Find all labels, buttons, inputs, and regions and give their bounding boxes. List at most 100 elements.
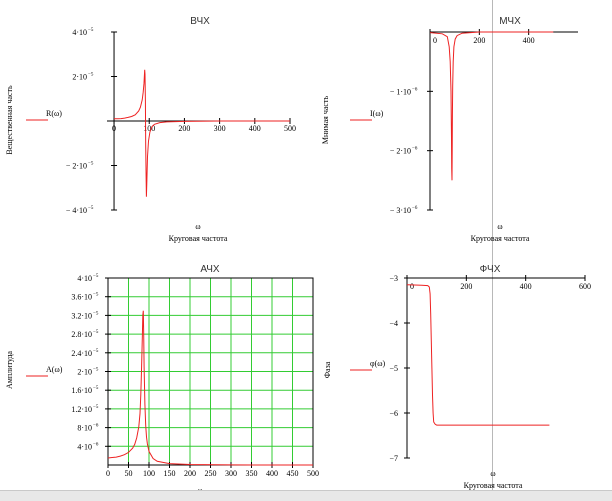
y-tick-exponent: −5 xyxy=(88,28,94,33)
y-tick-exponent: −5 xyxy=(93,349,99,354)
x-tick-label: 400 xyxy=(523,36,535,45)
y-axis-label: Мнимая часть xyxy=(321,96,330,145)
x-axis-symbol: ω xyxy=(195,222,200,231)
series-line xyxy=(114,69,290,197)
y-tick-label: 8·10 xyxy=(77,424,92,433)
y-tick-label: 4·10 xyxy=(77,442,92,451)
y-tick-label-group: 2·10 −5 xyxy=(77,368,98,377)
chart-title: ВЧХ xyxy=(190,16,210,27)
y-tick-label: 2·10 xyxy=(77,368,92,377)
y-tick-exponent: −5 xyxy=(93,274,99,279)
y-tick-label-group: 2·10 −5 xyxy=(72,73,93,82)
y-axis-label: Амплитуда xyxy=(5,351,14,389)
legend-label: A(ω) xyxy=(46,365,63,374)
y-tick-label: − 2·10 xyxy=(390,147,411,156)
y-tick-label: − 3·10 xyxy=(390,206,411,215)
y-tick-label: 1.2·10 xyxy=(71,405,92,414)
x-tick-label: 300 xyxy=(225,469,237,478)
series-line xyxy=(406,284,550,426)
chart-title: МЧХ xyxy=(499,16,521,27)
y-tick-label-group: 3.2·10 −5 xyxy=(71,311,98,320)
y-tick-exponent: −5 xyxy=(93,368,99,373)
x-axis-symbol: ω xyxy=(490,469,495,478)
y-tick-label: − 2·10 xyxy=(66,162,87,171)
legend-label: I(ω) xyxy=(370,109,384,118)
y-tick-label-group: − 4·10 −5 xyxy=(66,206,94,215)
y-tick-label: 2.8·10 xyxy=(71,330,92,339)
x-tick-label: 0 xyxy=(106,469,110,478)
x-tick-label: 400 xyxy=(249,124,261,133)
y-tick-label: 3.2·10 xyxy=(71,311,92,320)
y-tick-label: 1.6·10 xyxy=(71,386,92,395)
y-axis-label: Вещественная часть xyxy=(5,85,14,155)
x-tick-label: 400 xyxy=(266,469,278,478)
x-tick-label: 0 xyxy=(410,282,414,291)
x-tick-label: 500 xyxy=(284,124,296,133)
legend-label: φ(ω) xyxy=(370,359,386,368)
y-tick-label-group: 4·10 −5 xyxy=(72,28,93,37)
x-tick-label: 150 xyxy=(164,469,176,478)
x-tick-label: 250 xyxy=(205,469,217,478)
y-tick-label-group: −7 xyxy=(389,454,398,463)
x-tick-label: 200 xyxy=(460,282,472,291)
y-tick-label-group: −3 xyxy=(389,274,398,283)
y-tick-exponent: −5 xyxy=(93,293,99,298)
y-axis-label: Фаза xyxy=(323,361,332,378)
legend-label: R(ω) xyxy=(46,109,62,118)
y-tick-exponent: −5 xyxy=(88,206,94,211)
y-tick-label: 3.6·10 xyxy=(71,293,92,302)
x-tick-label: 500 xyxy=(307,469,319,478)
y-tick-label: − 1·10 xyxy=(390,87,411,96)
x-tick-label: 50 xyxy=(125,469,133,478)
y-tick-label-group: − 1·10 −6 xyxy=(390,87,418,96)
x-axis-label: Круговая частота xyxy=(169,234,228,243)
y-tick-exponent: −5 xyxy=(93,405,99,410)
x-tick-label: 400 xyxy=(520,282,532,291)
x-tick-label: 200 xyxy=(473,36,485,45)
y-tick-label: −4 xyxy=(389,319,398,328)
y-tick-exponent: −6 xyxy=(412,147,418,152)
x-tick-label: 600 xyxy=(579,282,591,291)
y-tick-label-group: 2.8·10 −5 xyxy=(71,330,98,339)
y-tick-exponent: −5 xyxy=(88,73,94,78)
y-tick-label-group: 4·10 −5 xyxy=(77,274,98,283)
y-tick-label: −7 xyxy=(389,454,398,463)
x-tick-label: 300 xyxy=(214,124,226,133)
series-line xyxy=(429,31,554,181)
y-tick-label-group: 8·10 −6 xyxy=(77,424,98,433)
y-tick-label-group: 4·10 −6 xyxy=(77,442,98,451)
y-tick-label-group: −4 xyxy=(389,319,398,328)
chart-title: АЧХ xyxy=(200,264,220,275)
y-tick-label: 2.4·10 xyxy=(71,349,92,358)
y-tick-exponent: −6 xyxy=(93,424,99,429)
y-tick-label-group: 1.2·10 −5 xyxy=(71,405,98,414)
y-tick-label-group: −5 xyxy=(389,364,398,373)
y-tick-exponent: −5 xyxy=(88,162,94,167)
series-line xyxy=(107,310,313,466)
y-tick-exponent: −6 xyxy=(412,206,418,211)
x-tick-label: 0 xyxy=(433,36,437,45)
y-tick-label: 4·10 xyxy=(77,274,92,283)
x-axis-symbol: ω xyxy=(497,222,502,231)
y-tick-exponent: −6 xyxy=(412,87,418,92)
y-tick-label: −6 xyxy=(389,409,398,418)
y-tick-label-group: 3.6·10 −5 xyxy=(71,293,98,302)
y-tick-label-group: 1.6·10 −5 xyxy=(71,386,98,395)
x-axis-label: Круговая частота xyxy=(471,234,530,243)
y-tick-label: −3 xyxy=(389,274,398,283)
y-tick-exponent: −5 xyxy=(93,330,99,335)
y-tick-exponent: −6 xyxy=(93,442,99,447)
y-tick-exponent: −5 xyxy=(93,386,99,391)
x-tick-label: 200 xyxy=(178,124,190,133)
x-tick-label: 100 xyxy=(143,124,155,133)
x-tick-label: 200 xyxy=(184,469,196,478)
x-tick-label: 450 xyxy=(287,469,299,478)
y-tick-label: − 4·10 xyxy=(66,206,87,215)
y-tick-label: 4·10 xyxy=(72,28,87,37)
x-axis-label: Круговая частота xyxy=(464,481,523,490)
y-tick-label-group: − 2·10 −6 xyxy=(390,147,418,156)
